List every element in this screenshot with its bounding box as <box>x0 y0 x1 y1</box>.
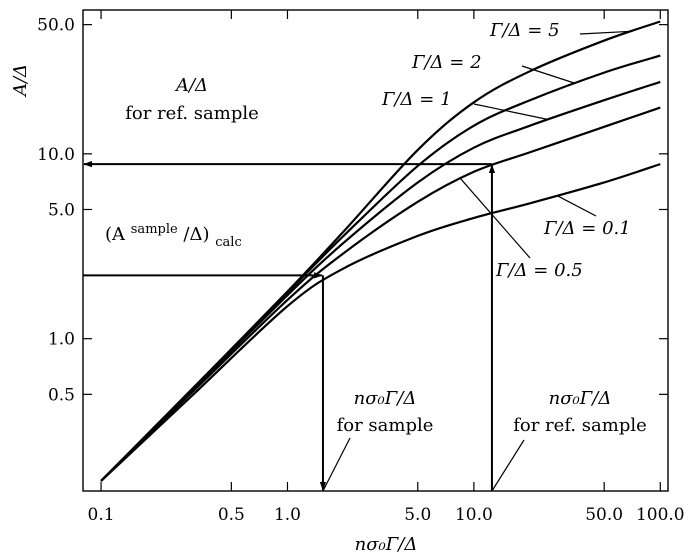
x-tick-label: 1.0 <box>274 505 301 525</box>
series-label-leader <box>473 103 549 121</box>
series-label: Γ/Δ = 0.5 <box>495 260 583 281</box>
ref-x-annotation-top: nσ₀Γ/Δ <box>549 388 612 409</box>
sample-x-annotation-bottom: for sample <box>337 415 434 436</box>
series-curve <box>100 106 661 482</box>
ref-a-annotation-bottom: for ref. sample <box>125 103 259 124</box>
series-label: Γ/Δ = 5 <box>489 20 560 41</box>
series-curve <box>100 80 661 482</box>
reference-construction <box>83 160 525 492</box>
x-tick-label: 100.0 <box>636 505 685 525</box>
calc-annotation-mid: /Δ) <box>183 224 209 245</box>
series-label: Γ/Δ = 2 <box>411 52 482 73</box>
calc-annotation: (A sample /Δ) calc <box>105 217 242 250</box>
x-tick-label: 10.0 <box>455 505 493 525</box>
y-tick-label: 1.0 <box>48 330 75 350</box>
x-axis-title: nσ₀Γ/Δ <box>355 534 418 555</box>
series-label-leader <box>460 178 531 259</box>
y-tick-label: 50.0 <box>37 16 75 36</box>
series-label: Γ/Δ = 1 <box>381 89 452 110</box>
series-label-leader <box>556 195 597 217</box>
calc-annotation-sup: sample <box>131 222 178 237</box>
sample-x-leader <box>322 437 351 492</box>
ref-x-annotation-bottom: for ref. sample <box>513 415 647 436</box>
series-curve <box>100 54 661 482</box>
x-tick-label: 0.5 <box>218 505 245 525</box>
ref-a-annotation-top: A/Δ <box>174 75 208 96</box>
calc-annotation-base: (A <box>105 224 126 245</box>
y-tick-label: 5.0 <box>48 200 75 220</box>
y-tick-label: 0.5 <box>48 385 75 405</box>
y-tick-label: 10.0 <box>37 145 75 165</box>
series-label: Γ/Δ = 0.1 <box>543 218 631 239</box>
calc-annotation-sub: calc <box>215 235 241 250</box>
series-labels: Γ/Δ = 5 Γ/Δ = 2 Γ/Δ = 1 Γ/Δ = 0.5 Γ/Δ = 0.1 <box>381 20 632 281</box>
y-axis-ticks: 0.5 1.0 5.0 10.0 50.0 <box>37 16 668 405</box>
sample-x-annotation-top: nσ₀Γ/Δ <box>354 388 417 409</box>
x-tick-label: 50.0 <box>585 505 623 525</box>
series-curve <box>100 163 661 482</box>
x-tick-label: 0.1 <box>88 505 115 525</box>
x-tick-label: 5.0 <box>404 505 431 525</box>
series-label-leader <box>579 30 632 35</box>
y-axis-title: A/Δ <box>10 64 31 98</box>
plot-frame <box>82 9 669 492</box>
x-axis-ticks: 0.1 0.5 1.0 5.0 10.0 50.0 100.0 <box>88 10 685 525</box>
series-curves <box>100 20 661 482</box>
series-label-leader <box>521 65 576 84</box>
ref-x-leader <box>491 439 525 492</box>
